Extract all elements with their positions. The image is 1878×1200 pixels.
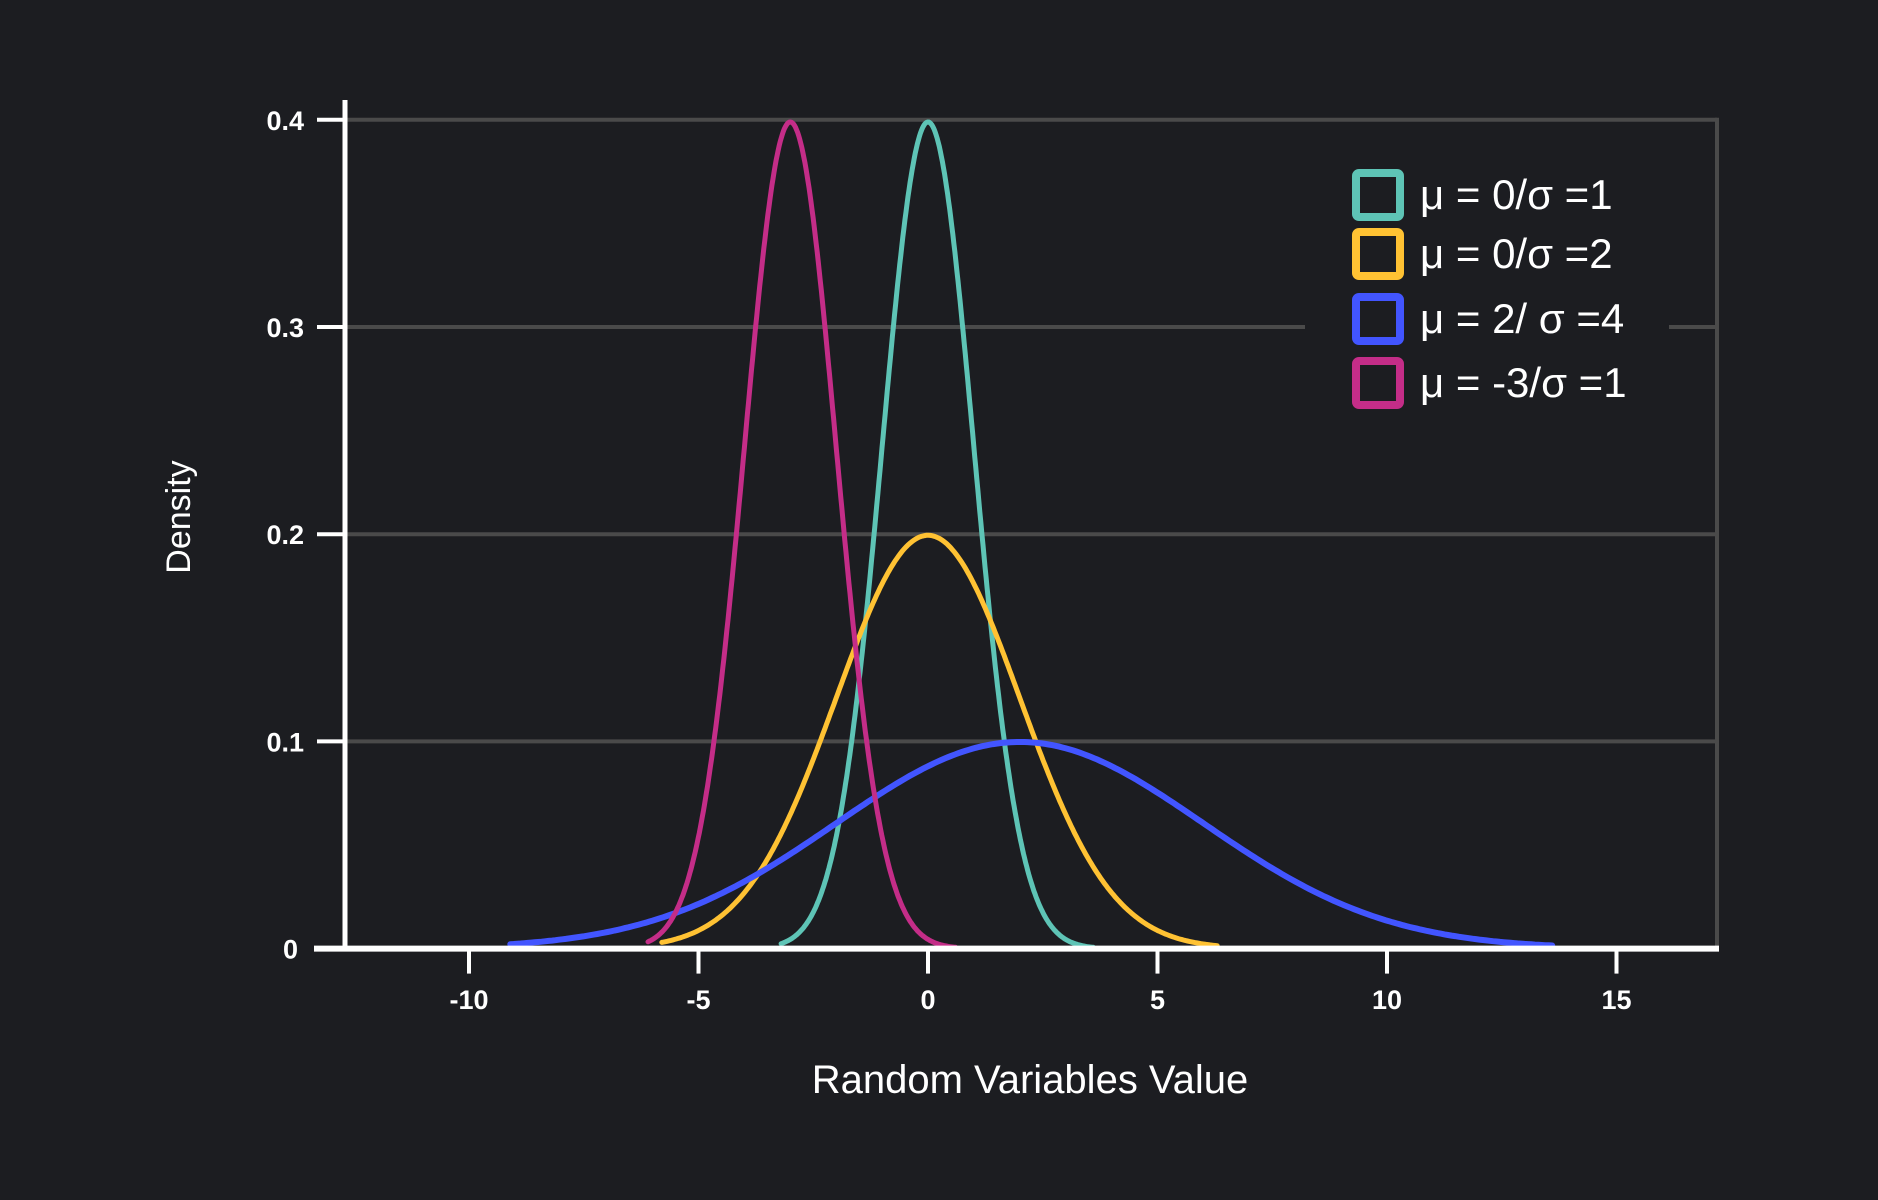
legend-swatch [1352,357,1404,409]
series-line-1 [659,532,1220,949]
legend-item: μ = 0/σ =1 [1352,169,1613,221]
y-tick-label: 0.3 [266,313,304,343]
y-tick-label: 0.2 [266,520,304,550]
legend-swatch [1352,293,1404,345]
x-axis-title: Random Variables Value [812,1058,1249,1102]
legend-label: μ = 0/σ =2 [1420,230,1613,277]
x-tick-label: 10 [1372,985,1402,1015]
legend-swatch [1352,169,1404,221]
legend-item: μ = 0/σ =2 [1352,228,1613,280]
legend: μ = 0/σ =1 μ = 0/σ =2 μ = 2/ σ =4 μ = -3/σ … [1352,169,1627,409]
y-tick-label: 0.1 [266,727,304,757]
legend-swatch [1352,228,1404,280]
legend-item: μ = -3/σ =1 [1352,357,1627,409]
x-tick-label: -5 [686,985,710,1015]
x-tick-label: 5 [1150,985,1165,1015]
axes [314,100,1719,974]
x-tick-label: 15 [1601,985,1631,1015]
tick-labels: -10 -5 0 5 10 15 0 0.1 0.2 0.3 0.4 [266,106,1631,1015]
x-tick-label: -10 [449,985,488,1015]
series-line-2 [507,739,1556,949]
x-tick-label: 0 [920,985,935,1015]
y-tick-label: 0.4 [266,106,304,136]
series-line-0 [778,119,1096,950]
legend-label: μ = -3/σ =1 [1420,359,1627,406]
legend-label: μ = 2/ σ =4 [1420,295,1624,342]
y-axis-title: Density [160,460,198,573]
y-tick-label: 0 [283,935,298,965]
curves [507,119,1556,950]
legend-label: μ = 0/σ =1 [1420,171,1613,218]
series-line-3 [645,119,958,950]
legend-item: μ = 2/ σ =4 [1352,293,1624,345]
